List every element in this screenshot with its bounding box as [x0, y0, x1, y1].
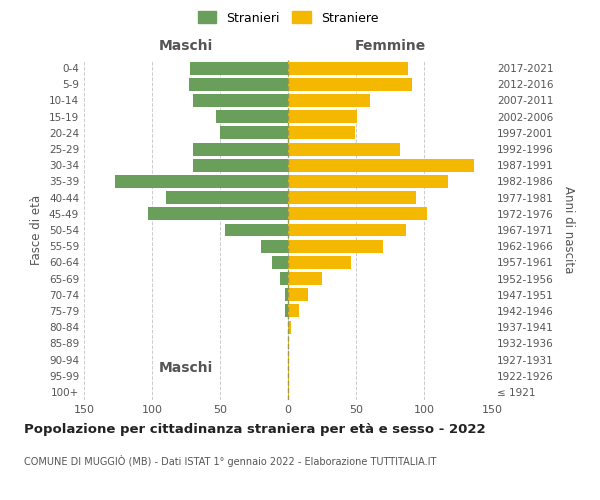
Bar — [288, 288, 308, 301]
Text: Popolazione per cittadinanza straniera per età e sesso - 2022: Popolazione per cittadinanza straniera p… — [24, 422, 485, 436]
Bar — [288, 320, 291, 334]
Text: Maschi: Maschi — [159, 39, 213, 53]
Text: Maschi: Maschi — [159, 362, 213, 376]
Bar — [288, 159, 475, 172]
Bar — [285, 304, 288, 318]
Bar — [280, 272, 288, 285]
Bar — [272, 256, 288, 269]
Bar — [190, 62, 288, 74]
Bar — [193, 94, 288, 107]
Bar — [288, 224, 406, 236]
Bar — [261, 240, 288, 252]
Bar — [288, 240, 383, 252]
Bar — [288, 62, 407, 74]
Bar — [216, 110, 288, 123]
Text: COMUNE DI MUGGIÒ (MB) - Dati ISTAT 1° gennaio 2022 - Elaborazione TUTTITALIA.IT: COMUNE DI MUGGIÒ (MB) - Dati ISTAT 1° ge… — [24, 455, 436, 467]
Legend: Stranieri, Straniere: Stranieri, Straniere — [195, 8, 381, 27]
Bar — [288, 94, 370, 107]
Bar — [288, 272, 322, 285]
Bar — [285, 288, 288, 301]
Bar — [288, 337, 289, 350]
Bar — [288, 110, 358, 123]
Bar — [288, 353, 289, 366]
Bar — [226, 224, 288, 236]
Bar — [288, 304, 299, 318]
Bar — [288, 78, 412, 91]
Bar — [288, 126, 355, 140]
Bar — [288, 369, 289, 382]
Bar — [193, 142, 288, 156]
Y-axis label: Fasce di età: Fasce di età — [31, 195, 43, 265]
Bar — [115, 175, 288, 188]
Bar — [148, 208, 288, 220]
Text: Femmine: Femmine — [355, 39, 425, 53]
Bar — [189, 78, 288, 91]
Bar — [193, 159, 288, 172]
Y-axis label: Anni di nascita: Anni di nascita — [562, 186, 575, 274]
Bar — [288, 191, 416, 204]
Bar — [288, 208, 427, 220]
Bar — [220, 126, 288, 140]
Bar — [288, 175, 448, 188]
Bar — [288, 256, 350, 269]
Bar — [166, 191, 288, 204]
Bar — [288, 142, 400, 156]
Bar — [288, 386, 289, 398]
